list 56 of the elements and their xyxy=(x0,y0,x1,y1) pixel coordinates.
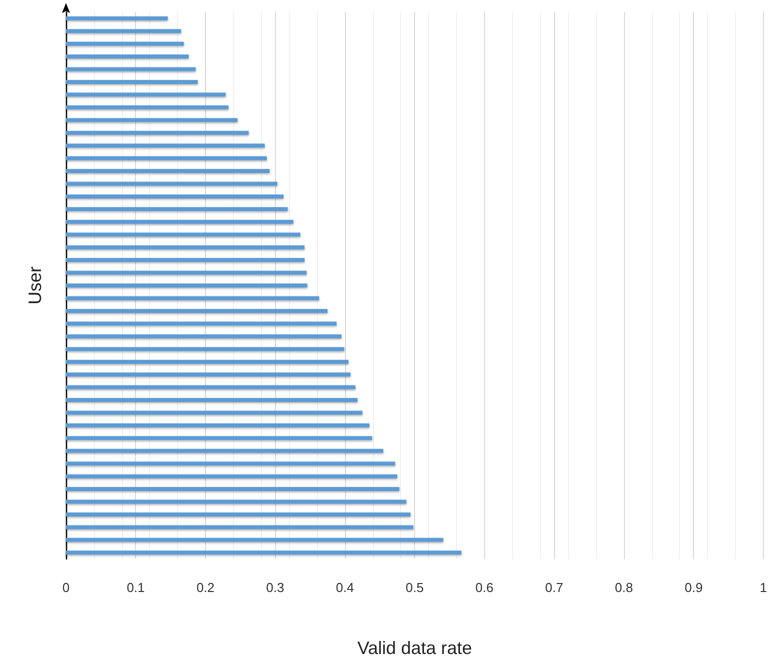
x-tick-label: 0.4 xyxy=(336,580,354,595)
bar xyxy=(66,436,372,440)
bar xyxy=(66,334,342,338)
bar xyxy=(66,130,249,135)
x-tick-label: 0.2 xyxy=(196,580,215,595)
bar xyxy=(66,322,337,326)
bar xyxy=(66,220,294,224)
x-axis-title: Valid data rate xyxy=(357,638,472,658)
y-axis-title: User xyxy=(25,266,45,305)
x-tick-label: 0.3 xyxy=(266,580,284,595)
x-tick-label: 0.8 xyxy=(614,580,633,595)
bar xyxy=(66,144,265,148)
bar xyxy=(66,385,356,390)
bar xyxy=(66,500,406,504)
x-tick-label: 0.5 xyxy=(406,580,424,595)
bar xyxy=(66,194,284,198)
x-tick-label: 0.9 xyxy=(684,580,703,595)
bar xyxy=(66,398,358,402)
bar xyxy=(66,296,320,300)
bar xyxy=(66,538,444,542)
bar xyxy=(66,550,462,555)
bar xyxy=(66,448,384,453)
bar xyxy=(66,54,189,59)
bar xyxy=(66,245,305,250)
bar xyxy=(66,423,370,428)
bar xyxy=(66,232,300,237)
bar xyxy=(66,525,414,530)
bar xyxy=(66,16,168,20)
bar xyxy=(66,372,351,377)
bar xyxy=(66,92,226,97)
bar xyxy=(66,347,344,352)
x-tick-label: 0 xyxy=(62,580,70,595)
bar xyxy=(66,360,348,364)
bar xyxy=(66,42,184,46)
bar xyxy=(66,410,362,415)
bar xyxy=(66,487,400,492)
x-tick-label: 1 xyxy=(760,580,767,595)
bar xyxy=(66,462,396,466)
bar xyxy=(66,474,398,478)
bar xyxy=(66,169,270,174)
bar xyxy=(66,67,196,72)
bar xyxy=(66,105,228,110)
bar xyxy=(66,29,182,34)
bar xyxy=(66,182,278,186)
bar xyxy=(66,156,267,160)
bar xyxy=(66,512,411,516)
x-tick-label: 0.7 xyxy=(545,580,564,595)
bar xyxy=(66,258,305,262)
bar xyxy=(66,80,198,84)
x-tick-label: 0.1 xyxy=(126,580,145,595)
bar xyxy=(66,284,308,288)
bar xyxy=(66,308,328,313)
bar xyxy=(66,118,238,122)
bar xyxy=(66,207,288,212)
x-tick-label: 0.6 xyxy=(475,580,494,595)
bar xyxy=(66,270,307,275)
